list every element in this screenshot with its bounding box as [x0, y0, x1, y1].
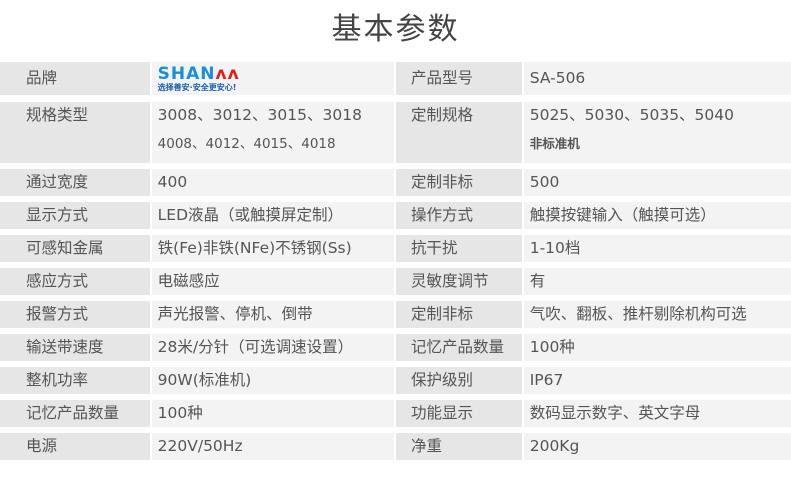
value-cell: 气吹、翻板、推杆剔除机构可选: [523, 301, 791, 328]
value-cell: 数码显示数字、英文字母: [523, 400, 791, 427]
label-cell: 记忆产品数量: [0, 400, 150, 427]
value-cell: 触摸按键输入（触摸可选）: [523, 202, 791, 229]
value-cell: 5025、5030、5035、5040 非标准机: [523, 102, 791, 163]
value-cell: 90W(标准机): [151, 367, 395, 394]
value-cell: 1-10档: [523, 235, 791, 262]
value-cell: 100种: [151, 400, 395, 427]
label-cell: 功能显示: [396, 400, 522, 427]
table-row: 通过宽度 400 定制非标 500: [0, 169, 791, 196]
value-cell: 3008、3012、3015、3018 4008、4012、4015、4018: [151, 102, 395, 163]
label-cell: 品牌: [0, 62, 150, 95]
table-row: 感应方式 电磁感应 灵敏度调节有: [0, 268, 791, 295]
label-cell: 保护级别: [396, 367, 522, 394]
label-cell: 通过宽度: [0, 169, 150, 196]
label-cell: 定制非标: [396, 169, 522, 196]
table-row: 品牌 SHANᴧᴧ 选择善安·安全更安心! 产品型号 SA-506: [0, 62, 791, 95]
value-cell: 铁(Fe)非铁(NFe)不锈钢(Ss): [151, 235, 395, 262]
label-cell: 显示方式: [0, 202, 150, 229]
value-cell: 220V/50Hz: [151, 433, 395, 460]
label-cell: 抗干扰: [396, 235, 522, 262]
value-cell: 100种: [523, 334, 791, 361]
value-cell: 400: [151, 169, 395, 196]
page-title: 基本参数: [331, 12, 460, 47]
value-cell: SA-506: [523, 62, 791, 95]
table-row: 记忆产品数量 100种 功能显示 数码显示数字、英文字母: [0, 400, 791, 427]
label-cell: 规格类型: [0, 102, 150, 163]
label-cell: 记忆产品数量: [396, 334, 522, 361]
table-row: 规格类型 3008、3012、3015、3018 4008、4012、4015、…: [0, 102, 791, 163]
table-row: 可感知金属 铁(Fe)非铁(NFe)不锈钢(Ss) 抗干扰 1-10档: [0, 235, 791, 262]
label-cell: 输送带速度: [0, 334, 150, 361]
label-cell: 定制非标: [396, 301, 522, 328]
table-row: 输送带速度 28米/分针（可选调速设置） 记忆产品数量 100种: [0, 334, 791, 361]
value-cell: 500: [523, 169, 791, 196]
parameter-rows: 通过宽度 400 定制非标 500 显示方式 LED液晶（或触摸屏定制） 操作方式 触摸按键输…: [0, 169, 791, 460]
value-cell: LED液晶（或触摸屏定制）: [151, 202, 395, 229]
label-cell: 可感知金属: [0, 235, 150, 262]
label-cell: 电源: [0, 433, 150, 460]
label-cell: 操作方式: [396, 202, 522, 229]
value-cell: 电磁感应: [151, 268, 395, 295]
label-cell: 整机功率: [0, 367, 150, 394]
value-cell: 200Kg: [523, 433, 791, 460]
label-cell: 定制规格: [396, 102, 522, 163]
value-cell: 28米/分针（可选调速设置）: [151, 334, 395, 361]
label-cell: 产品型号: [396, 62, 522, 95]
spec-table: 品牌 SHANᴧᴧ 选择善安·安全更安心! 产品型号 SA-506 规格类型 30…: [0, 62, 791, 466]
value-cell: 有: [523, 268, 791, 295]
label-cell: 报警方式: [0, 301, 150, 328]
value-cell: 声光报警、停机、倒带: [151, 301, 395, 328]
label-cell: 灵敏度调节: [396, 268, 522, 295]
table-row: 显示方式 LED液晶（或触摸屏定制） 操作方式 触摸按键输入（触摸可选）: [0, 202, 791, 229]
value-cell: IP67: [523, 367, 791, 394]
label-cell: 净重: [396, 433, 522, 460]
table-row: 报警方式 声光报警、停机、倒带 定制非标 气吹、翻板、推杆剔除机构可选: [0, 301, 791, 328]
label-cell: 感应方式: [0, 268, 150, 295]
table-row: 整机功率 90W(标准机) 保护级别 IP67: [0, 367, 791, 394]
table-row: 电源 220V/50Hz 净重 200Kg: [0, 433, 791, 460]
brand-logo: SHANᴧᴧ 选择善安·安全更安心!: [151, 62, 395, 95]
